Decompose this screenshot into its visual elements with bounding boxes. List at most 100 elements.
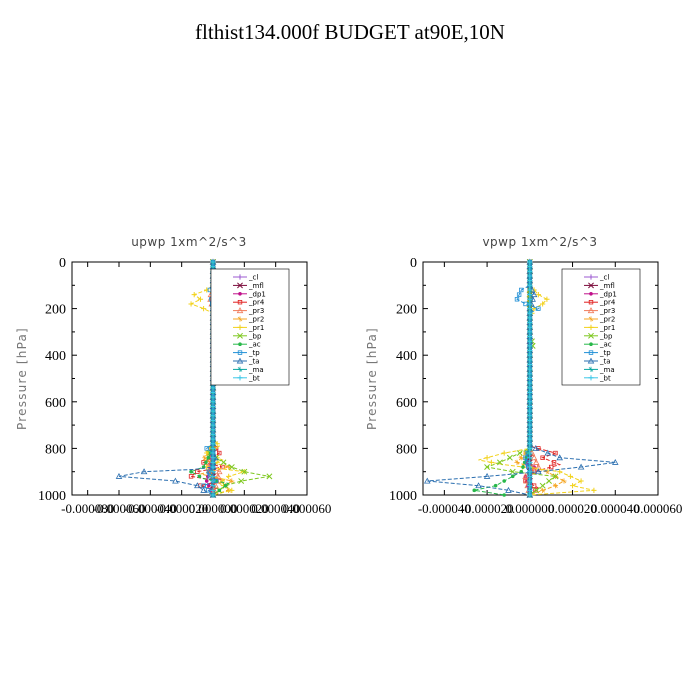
series-marker-bt — [527, 338, 533, 344]
legend-label: _mfl — [248, 282, 264, 290]
legend-marker — [237, 316, 243, 322]
series-marker-ta — [544, 449, 552, 456]
legend-marker — [588, 350, 594, 355]
series-marker-bt — [527, 427, 533, 433]
y-axis-label: Pressure [hPa] — [15, 327, 29, 430]
series-marker-bt — [527, 259, 533, 265]
series-marker-pr1 — [540, 301, 546, 307]
series-marker-bp — [546, 478, 552, 484]
series-marker-bt — [210, 264, 216, 270]
legend-marker — [588, 282, 594, 289]
legend-marker — [236, 357, 244, 364]
legend-marker — [237, 366, 243, 372]
series-marker-bp — [533, 487, 540, 494]
legend-label: _mfl — [599, 282, 615, 290]
legend-label: _pr3 — [599, 307, 615, 315]
series-marker-tp — [204, 446, 209, 451]
series-marker-ac — [493, 483, 498, 488]
series-marker-pr3 — [215, 468, 223, 475]
series-marker-pr4 — [540, 455, 545, 460]
series-marker-bt — [527, 478, 533, 484]
series-marker-bt — [210, 450, 216, 456]
series-marker-bp — [228, 464, 235, 470]
series-marker-pr3 — [214, 472, 222, 479]
x-tick-label: -0.000040 — [418, 501, 471, 516]
series-marker-ta — [475, 482, 482, 489]
x-tick-label: 0.000040 — [591, 501, 640, 516]
legend-marker — [588, 332, 594, 339]
series-marker-bt — [210, 417, 216, 424]
series-marker-pr1 — [191, 292, 197, 298]
legend-label: _pr1 — [248, 324, 264, 332]
legend-label: _bt — [248, 374, 260, 382]
y-tick-label: 800 — [396, 442, 417, 457]
series-marker-bt — [527, 357, 533, 363]
legend-marker — [237, 299, 243, 305]
series-marker-pr1 — [578, 478, 584, 484]
legend-label: _pr4 — [599, 299, 616, 307]
series-marker-ta — [577, 463, 585, 470]
series-marker-bt — [210, 473, 216, 479]
series-marker-bt — [527, 385, 533, 391]
legend-marker — [237, 375, 243, 381]
legend-marker — [588, 316, 594, 322]
x-tick-label: 0.000020 — [548, 501, 597, 516]
series-marker-bt — [527, 366, 533, 372]
series-marker-bt — [527, 469, 533, 475]
legend-label: _ma — [599, 366, 615, 374]
legend-label: _ta — [248, 358, 260, 366]
x-tick-label: 0.000060 — [634, 501, 683, 516]
series-marker-pr1 — [569, 483, 576, 489]
series-marker-bt — [527, 399, 533, 405]
series-marker-ac — [204, 460, 208, 465]
series-marker-ta — [611, 458, 619, 465]
series-marker-bt — [527, 333, 533, 340]
legend-marker — [589, 342, 593, 347]
legend-box — [561, 268, 641, 386]
series-marker-tp — [514, 297, 520, 302]
legend-box — [210, 268, 290, 386]
series-marker-bt — [527, 464, 533, 470]
series-marker-ac — [502, 493, 506, 497]
legend-marker — [588, 375, 594, 381]
series-marker-ac — [223, 483, 228, 488]
legend-marker — [587, 307, 595, 314]
series-marker-bt — [210, 403, 216, 410]
series-marker-bt — [527, 282, 533, 288]
series-marker-pr3 — [530, 454, 538, 461]
series-marker-bt — [210, 478, 216, 484]
series-marker-tp — [536, 306, 541, 311]
series-marker-bt — [210, 399, 216, 405]
legend-marker — [237, 324, 243, 330]
y-tick-label: 0 — [410, 256, 417, 271]
x-tick-label: 0.000020 — [220, 501, 269, 516]
series-marker-bt — [527, 273, 533, 279]
series-marker-bt — [527, 417, 533, 424]
series-marker-bt — [527, 310, 533, 316]
series-marker-bt — [527, 441, 533, 447]
series-marker-bt — [210, 487, 216, 493]
series-marker-bt — [527, 287, 533, 293]
legend-label: _dp1 — [599, 290, 617, 298]
series-line-ta — [427, 262, 616, 496]
series-marker-dp1 — [207, 483, 211, 488]
series-marker-pr4 — [195, 469, 200, 474]
series-marker-ta — [532, 444, 540, 451]
series-marker-pr1 — [188, 301, 194, 307]
series-marker-ac — [197, 474, 202, 479]
series-marker-bt — [527, 296, 533, 302]
series-marker-ta — [505, 486, 512, 493]
y-tick-label: 1000 — [38, 489, 66, 504]
series-marker-ac — [206, 455, 211, 460]
x-tick-label: -0.000040 — [124, 501, 177, 516]
series-marker-bt — [527, 352, 533, 358]
series-marker-tp — [206, 488, 211, 493]
series-marker-bt — [527, 343, 533, 349]
series-marker-pr1 — [544, 296, 550, 302]
series-marker-bt — [527, 394, 533, 400]
series-marker-pr1 — [226, 473, 232, 479]
y-tick-label: 1000 — [389, 489, 417, 504]
series-marker-pr4 — [188, 474, 194, 479]
series-marker-ac — [510, 474, 515, 479]
series-marker-pr1 — [535, 292, 541, 298]
